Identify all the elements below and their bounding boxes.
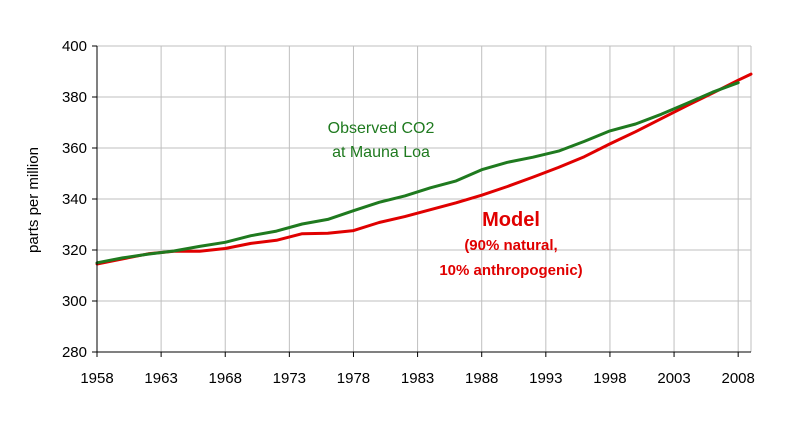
y-tick-label: 340 xyxy=(62,191,87,208)
model-annotation-line2: 10% anthropogenic) xyxy=(439,262,582,279)
x-tick-label: 1963 xyxy=(144,370,177,387)
y-tick-label: 300 xyxy=(62,293,87,310)
x-tick-label: 1978 xyxy=(337,370,370,387)
y-axis-label: parts per million xyxy=(25,147,42,253)
grid xyxy=(97,45,752,353)
model-line xyxy=(95,72,753,266)
y-tick-label: 280 xyxy=(62,344,87,361)
axes xyxy=(92,45,751,357)
model-annotation-line1: (90% natural, xyxy=(464,237,557,254)
series-layer xyxy=(95,72,753,266)
x-tick-label: 1958 xyxy=(80,370,113,387)
x-tick-label: 1988 xyxy=(465,370,498,387)
x-tick-label: 2008 xyxy=(721,370,754,387)
y-tick-labels: 280 300 320 340 360 380 400 xyxy=(62,38,87,361)
model-annotation-title: Model xyxy=(482,209,540,231)
y-tick-label: 320 xyxy=(62,242,87,259)
observed-annotation-line2: at Mauna Loa xyxy=(332,144,430,161)
x-tick-label: 2003 xyxy=(657,370,690,387)
observed-co2-line xyxy=(95,81,740,265)
y-tick-label: 380 xyxy=(62,89,87,106)
y-tick-label: 400 xyxy=(62,38,87,55)
x-tick-label: 1993 xyxy=(529,370,562,387)
y-tick-label: 360 xyxy=(62,140,87,157)
x-tick-label: 1968 xyxy=(209,370,242,387)
x-tick-label: 1983 xyxy=(401,370,434,387)
x-tick-labels: 1958 1963 1968 1973 1978 1983 1988 1993 1998 2003… xyxy=(80,370,755,387)
x-tick-label: 1973 xyxy=(273,370,306,387)
x-tick-label: 1998 xyxy=(593,370,626,387)
observed-annotation-line1: Observed CO2 xyxy=(328,120,435,137)
